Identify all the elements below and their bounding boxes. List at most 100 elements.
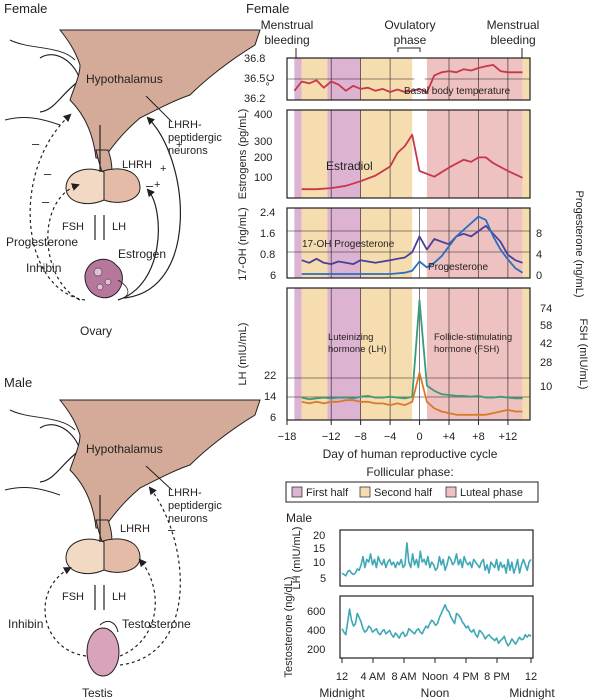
female-pituitary-stalk	[95, 149, 113, 173]
xtick-label-3: −4	[384, 431, 397, 443]
ovulatory-phase-label-2: phase	[394, 33, 427, 47]
male-charts: Male 20 15 10 5 LH (mIU/mL) 600 400 200 …	[283, 511, 555, 700]
xtick-label-4: 0	[416, 431, 422, 443]
male-minus-2: –	[168, 522, 176, 537]
legend-luteal-swatch	[445, 486, 457, 498]
male-xtick-label-0: 12	[336, 671, 348, 683]
female-minus-3: –	[42, 194, 50, 209]
xtick-label-2: −8	[354, 431, 367, 443]
phase-band-menses-1-0	[294, 110, 302, 198]
female-progesterone-label: Progesterone	[6, 235, 78, 249]
male-xtick-label-5: 8 PM	[484, 671, 510, 683]
male-xtick-label-4: 4 PM	[453, 671, 479, 683]
lh-line	[301, 299, 523, 401]
male-posterior-pituitary	[99, 538, 141, 573]
prog-tick-1: 4	[536, 249, 542, 261]
male-fsh-label: FSH	[62, 591, 84, 603]
male-diagram-title: Male	[4, 375, 32, 390]
male-lhrh-label: LHRH	[120, 523, 150, 535]
ohp-tick-3: 6	[270, 270, 276, 282]
male-axis-diagram: Male Hypothalamus LHRH- peptidergic neur…	[4, 375, 261, 700]
estrogen-ylabel: Estrogens (pg/mL)	[237, 109, 249, 199]
xtick-label-1: −12	[322, 431, 341, 443]
male-lh-tick-3: 5	[320, 573, 326, 585]
estrogen-panel	[286, 109, 531, 199]
fsh-tick-3: 28	[540, 357, 552, 369]
male-hypothalamus-shape	[58, 399, 261, 529]
fsh-ylabel: FSH (mIU/mL)	[577, 319, 589, 390]
ohp-line	[301, 224, 523, 266]
male-testosterone-panel	[339, 595, 534, 659]
xtick-label-6: +8	[472, 431, 485, 443]
body-temp-line	[293, 64, 523, 94]
ovary-label: Ovary	[80, 324, 112, 338]
lh-fsh-panel	[286, 287, 531, 421]
prog-tick-0: 8	[536, 228, 542, 240]
legend-luteal: Luteal phase	[460, 487, 523, 499]
female-diagram-title: Female	[4, 1, 47, 16]
phase-band-late-follicular-1-3	[360, 110, 413, 198]
body-temp-tick-1: 36.5	[244, 73, 265, 85]
male-anterior-pituitary	[65, 538, 105, 574]
male-lh-tick-0: 20	[313, 530, 325, 542]
progesterone-series-label: Progesterone	[428, 262, 488, 273]
fsh-line	[301, 371, 523, 416]
prog-tick-2: 0	[536, 270, 542, 282]
body-temp-tick-0: 36.8	[244, 53, 265, 65]
legend-second-half-swatch	[359, 486, 371, 498]
ovulation-strip-temp	[414, 58, 425, 100]
male-lh-label: LH	[112, 591, 126, 603]
lh-tick-0: 22	[264, 370, 276, 382]
fsh-tick-0: 74	[540, 303, 552, 315]
ovary-shape	[84, 258, 123, 299]
male-xtick-label-1: 4 AM	[360, 671, 385, 683]
prog-ylabel: Progesterone (ng/mL)	[573, 191, 585, 298]
female-plus-1: +	[154, 179, 160, 191]
fsh-tick-4: 10	[540, 381, 552, 393]
phase-band-late-follicular-1-1	[301, 110, 328, 198]
male-t-ylabel: Testosterone (ng/dL)	[283, 577, 295, 678]
phase-band-late-follicular-2-5	[522, 208, 530, 278]
male-testosterone-line	[341, 603, 532, 647]
male-hypothalamus-label: Hypothalamus	[86, 442, 163, 456]
ohp-series-label: 17-OH Progesterone	[302, 239, 395, 250]
menstrual-bleeding-left-2: bleeding	[264, 33, 309, 47]
menstrual-bleeding-right-1: Menstrual	[487, 18, 540, 32]
phase-band-luteal-1-4	[426, 110, 523, 198]
menstrual-bleeding-right-2: bleeding	[490, 33, 535, 47]
progesterone-panel	[286, 207, 531, 279]
estrogen-tick-3: 100	[254, 172, 272, 184]
menstrual-bleeding-left-1: Menstrual	[261, 18, 314, 32]
xtick-label-5: +4	[443, 431, 456, 443]
estradiol-series-label: Estradiol	[326, 159, 373, 173]
ohp-tick-0: 2.4	[260, 207, 275, 219]
body-temp-ylabel: °C	[265, 74, 277, 86]
male-lh-panel	[339, 529, 534, 587]
female-posterior-pituitary	[99, 168, 141, 203]
xtick-label-7: +12	[499, 431, 518, 443]
male-t-tick-2: 200	[307, 644, 325, 656]
male-xtick-label-6: 12	[525, 671, 537, 683]
female-xlabel: Day of human reproductive cycle	[323, 447, 498, 461]
legend-title: Follicular phase:	[366, 465, 453, 479]
male-lhrh-neurons-label-1: LHRH-	[168, 487, 202, 499]
male-lh-tick-1: 15	[313, 543, 325, 555]
female-inhibin-label: Inhibin	[26, 261, 61, 275]
fsh-series-label-1: Follicle-stimulating	[434, 332, 512, 343]
lh-ylabel: LH (mIU/mL)	[237, 323, 249, 386]
male-inhibin-label: Inhibin	[8, 617, 43, 631]
ohp-tick-1: 1.6	[260, 228, 275, 240]
female-plus-2: +	[160, 163, 166, 175]
ohp-tick-2: 0.8	[260, 249, 275, 261]
body-temp-series-label: Basal body temperature	[404, 86, 511, 97]
body-temp-panel	[286, 57, 531, 101]
estrogen-tick-2: 200	[254, 152, 272, 164]
fsh-series-label-2: hormone (FSH)	[434, 344, 499, 355]
lh-series-label-2: hormone (LH)	[328, 344, 387, 355]
phase-band-menses-2-0	[294, 208, 302, 278]
female-axis-diagram: Female Hypothalamus LHRH- peptidergic ne…	[4, 1, 261, 338]
female-charts: Female Menstrual bleeding Ovulatory phas…	[237, 1, 589, 503]
female-lhrh-label: LHRH	[122, 159, 152, 171]
female-anterior-pituitary	[65, 168, 105, 204]
